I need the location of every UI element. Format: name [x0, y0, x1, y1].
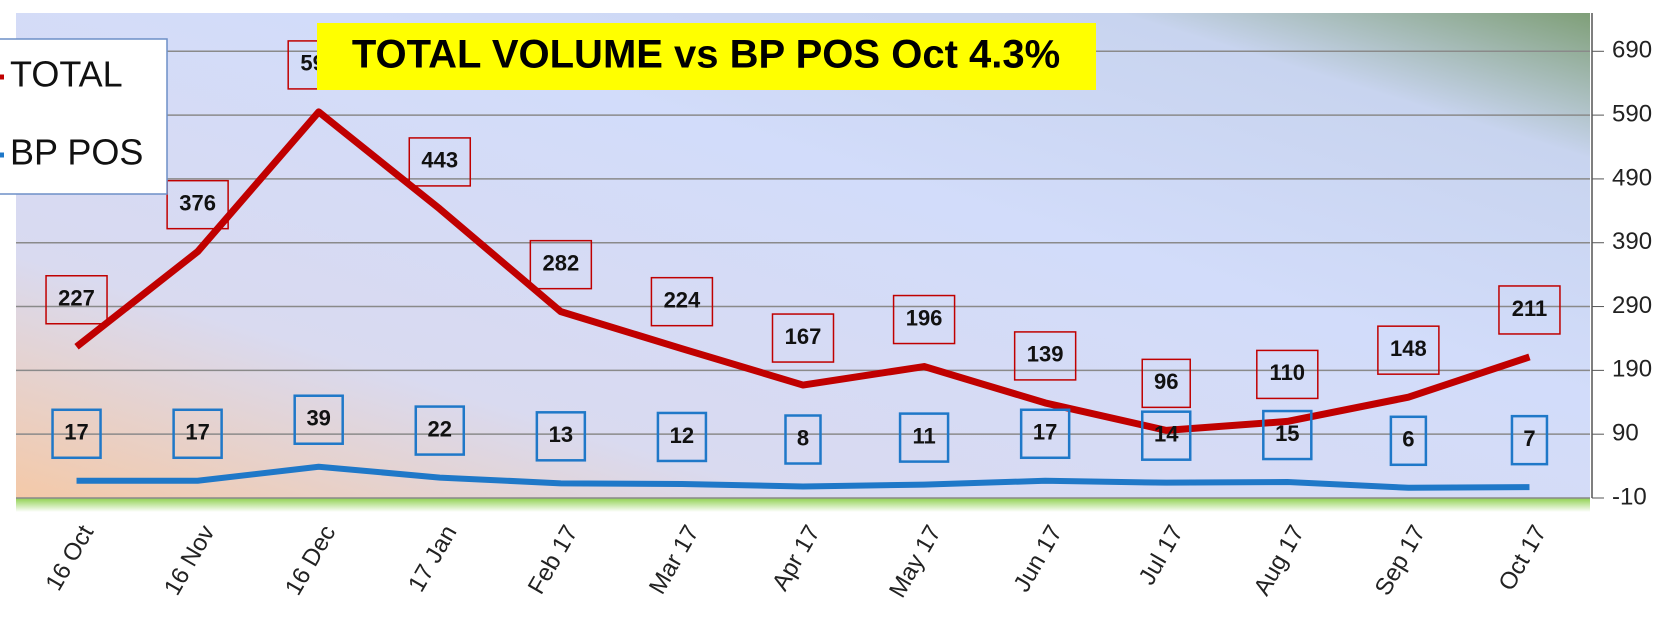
data-label-box — [1262, 409, 1313, 461]
x-tick-label: Sep 17 — [1370, 521, 1431, 600]
data-label-box — [1256, 349, 1319, 400]
data-label: 211 — [1512, 296, 1548, 321]
data-label-box — [650, 276, 714, 327]
data-label: 8 — [797, 425, 809, 450]
x-tick-label: Jul 17 — [1134, 521, 1189, 590]
data-label: 15 — [1275, 421, 1299, 446]
legend-label: BP POS — [10, 132, 143, 173]
x-tick-label: 17 Jan — [403, 521, 462, 597]
data-label: 376 — [179, 190, 216, 215]
y-tick-label: -10 — [1612, 483, 1647, 510]
x-tick-label: 16 Oct — [40, 520, 99, 595]
y-tick-label: 290 — [1612, 292, 1652, 319]
floor — [16, 498, 1590, 512]
data-label-box — [784, 414, 822, 465]
data-label-box — [414, 405, 466, 456]
chart-title: TOTAL VOLUME vs BP POS Oct 4.3% — [352, 33, 1060, 77]
data-label-box — [1377, 325, 1440, 375]
data-label-box — [1019, 408, 1071, 460]
data-label: 443 — [421, 148, 458, 173]
data-label-box — [529, 239, 593, 290]
data-label-box — [1140, 410, 1192, 461]
data-label: 12 — [670, 423, 694, 448]
data-label-box — [1013, 331, 1077, 381]
data-label: 96 — [1154, 369, 1178, 394]
data-label: 13 — [549, 422, 573, 447]
x-tick-label: 16 Nov — [159, 521, 220, 600]
y-tick-label: 90 — [1612, 420, 1639, 447]
y-tick-label: 590 — [1612, 100, 1652, 127]
legend-box — [0, 38, 168, 195]
x-tick-label: Feb 17 — [523, 521, 584, 599]
data-label: 148 — [1390, 336, 1427, 361]
data-label-box — [1141, 358, 1191, 409]
data-label: 39 — [306, 406, 330, 431]
data-label: 110 — [1270, 360, 1306, 385]
data-label: 139 — [1027, 342, 1064, 367]
data-label-box — [898, 412, 950, 463]
x-tick-label: May 17 — [884, 521, 947, 603]
data-label: 282 — [542, 250, 579, 275]
data-label: 17 — [1033, 420, 1057, 445]
data-label-box — [892, 294, 956, 345]
data-label-box — [408, 137, 472, 187]
x-tick-label: 16 Dec — [280, 521, 341, 600]
data-label-box — [1498, 285, 1561, 335]
data-label: 11 — [912, 423, 935, 448]
data-label-box — [51, 408, 102, 460]
data-label: 224 — [664, 287, 701, 312]
data-label-box — [1389, 415, 1428, 467]
data-label: 6 — [1402, 427, 1414, 452]
x-tick-label: Jun 17 — [1008, 521, 1067, 597]
x-tick-label: Aug 17 — [1249, 521, 1310, 600]
x-tick-label: Mar 17 — [644, 521, 705, 599]
data-label-box — [45, 275, 108, 325]
data-label: 17 — [185, 420, 209, 445]
title-box — [317, 23, 1096, 90]
y-tick-label: 190 — [1612, 356, 1652, 383]
data-label-box — [172, 408, 223, 460]
data-label-box — [1510, 414, 1549, 466]
data-label-box — [656, 411, 708, 463]
data-label: 196 — [906, 305, 943, 330]
data-label: 22 — [428, 416, 452, 441]
x-tick-label: Apr 17 — [767, 521, 826, 596]
data-label: 167 — [785, 324, 822, 349]
data-label: 17 — [64, 420, 88, 445]
legend-label: TOTAL — [10, 54, 123, 95]
data-label: 227 — [58, 286, 95, 311]
data-label-box — [535, 411, 587, 462]
y-tick-label: 490 — [1612, 164, 1652, 191]
data-label-box — [166, 179, 229, 230]
series-line — [76, 463, 1530, 491]
y-tick-label: 690 — [1612, 37, 1652, 64]
x-tick-label: Oct 17 — [1493, 521, 1552, 596]
series-line — [74, 108, 1531, 434]
data-label-box — [293, 394, 344, 445]
data-label-box — [771, 313, 835, 363]
y-tick-label: 390 — [1612, 228, 1652, 255]
data-label: 7 — [1523, 426, 1535, 451]
data-label: 14 — [1154, 421, 1179, 446]
plot-area — [16, 13, 1590, 498]
